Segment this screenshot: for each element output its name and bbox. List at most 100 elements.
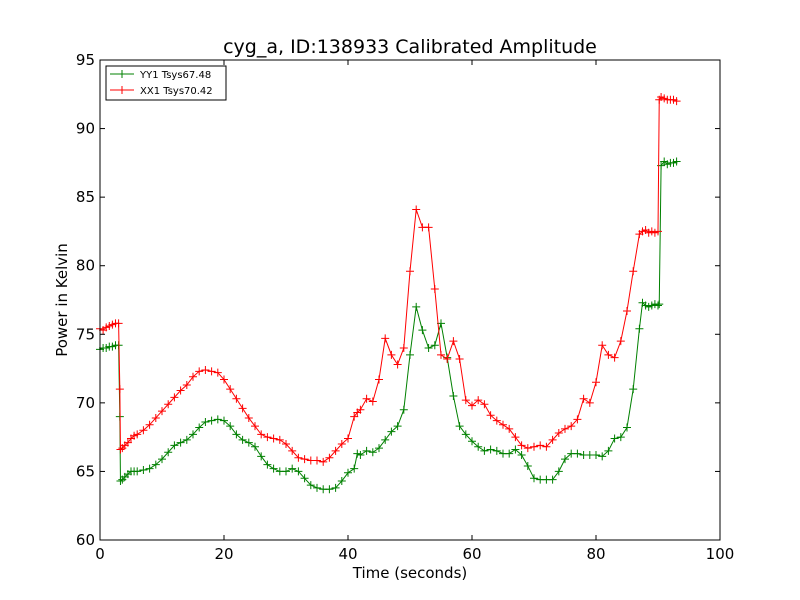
x-tick-label: 80 xyxy=(586,545,605,563)
data-point xyxy=(362,446,371,455)
data-point xyxy=(133,430,142,439)
data-point xyxy=(592,450,600,459)
data-point xyxy=(530,442,538,451)
data-point xyxy=(282,467,290,476)
data-point xyxy=(116,445,125,454)
data-point xyxy=(344,468,352,477)
data-point xyxy=(145,420,154,429)
data-point xyxy=(375,375,383,384)
data-point xyxy=(300,474,309,483)
data-point xyxy=(499,420,507,429)
series-0 xyxy=(96,157,681,494)
data-point xyxy=(604,446,613,455)
data-point xyxy=(486,411,495,420)
series-line xyxy=(99,160,677,490)
data-point xyxy=(251,442,259,451)
data-point xyxy=(288,464,297,473)
y-tick-label: 90 xyxy=(76,120,95,138)
data-point xyxy=(635,324,644,333)
data-point xyxy=(331,446,340,455)
data-point xyxy=(492,416,501,425)
data-point xyxy=(344,434,352,443)
data-point xyxy=(300,455,309,464)
data-point xyxy=(548,435,557,444)
data-point xyxy=(362,394,371,403)
data-point xyxy=(468,437,476,446)
data-point xyxy=(381,435,390,444)
data-point xyxy=(455,422,464,431)
data-point xyxy=(505,449,514,458)
data-point xyxy=(294,467,303,476)
data-point xyxy=(486,445,495,454)
y-tick-label: 80 xyxy=(76,257,95,275)
data-point xyxy=(523,444,532,453)
plot-area-frame xyxy=(99,59,721,541)
data-point xyxy=(170,393,179,402)
x-tick-label: 100 xyxy=(706,545,735,563)
data-point xyxy=(313,456,321,465)
data-point xyxy=(164,400,173,409)
data-point xyxy=(492,446,501,455)
data-point xyxy=(399,344,408,352)
data-point xyxy=(455,354,464,363)
data-point xyxy=(182,435,191,444)
legend-item: XX1 Tsys70.42 xyxy=(110,86,213,97)
data-point xyxy=(480,400,489,409)
legend-label: YY1 Tsys67.48 xyxy=(139,70,211,81)
data-point xyxy=(288,446,297,455)
data-point xyxy=(195,423,204,432)
y-tick-label: 85 xyxy=(76,188,95,206)
data-point xyxy=(623,423,631,432)
data-point xyxy=(412,205,421,214)
data-point xyxy=(443,354,452,363)
axes-layer: 0 20 40 60 80 100 60 65 70 75 80 85 90 95 xyxy=(76,51,734,563)
data-point xyxy=(189,372,197,381)
data-point xyxy=(505,424,514,433)
data-point xyxy=(393,422,402,431)
data-point xyxy=(139,466,148,475)
data-point xyxy=(164,448,173,457)
data-point xyxy=(244,413,253,422)
data-point xyxy=(115,385,124,394)
data-point xyxy=(592,378,600,387)
data-point xyxy=(375,444,383,453)
data-point xyxy=(350,464,359,473)
data-point xyxy=(511,433,520,442)
data-point xyxy=(474,442,483,451)
data-point xyxy=(610,353,619,362)
data-point xyxy=(449,337,458,346)
data-point xyxy=(418,326,427,335)
data-point xyxy=(573,415,582,424)
data-point xyxy=(294,453,303,462)
data-point xyxy=(437,350,445,359)
data-point xyxy=(561,424,569,433)
data-point xyxy=(251,422,259,431)
legend-marker xyxy=(118,86,126,94)
data-point xyxy=(325,453,334,462)
data-point xyxy=(616,433,625,442)
data-point xyxy=(616,337,625,346)
data-point xyxy=(238,435,247,444)
y-tick-label: 75 xyxy=(76,325,95,343)
data-point xyxy=(207,367,216,376)
data-point xyxy=(263,433,272,442)
data-point xyxy=(393,360,402,369)
data-point xyxy=(598,341,607,350)
data-point xyxy=(170,441,179,450)
x-tick-label: 20 xyxy=(214,545,233,563)
data-point xyxy=(269,434,278,443)
data-point xyxy=(629,385,638,394)
data-point xyxy=(176,438,185,447)
series-layer xyxy=(96,93,681,494)
data-point xyxy=(269,464,278,473)
data-point xyxy=(406,267,414,276)
data-point xyxy=(319,457,328,466)
data-point xyxy=(655,300,664,309)
data-point xyxy=(511,445,520,454)
data-point xyxy=(567,422,576,431)
y-tick-label: 95 xyxy=(76,51,95,69)
data-point xyxy=(430,341,439,350)
data-point xyxy=(226,422,235,431)
x-tick-label: 0 xyxy=(95,545,105,563)
